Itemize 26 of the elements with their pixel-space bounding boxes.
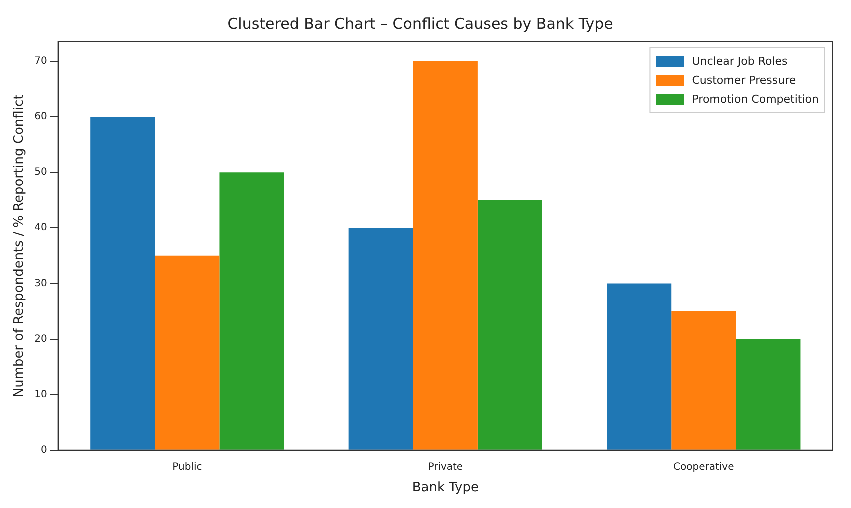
y-tick-label: 20 [34,334,48,345]
bar [736,339,801,450]
y-tick-label: 10 [34,389,48,400]
y-tick-label: 70 [34,56,48,68]
bar [90,117,156,450]
bar [220,172,284,450]
x-tick-label: Private [428,462,464,473]
y-tick-label: 30 [34,278,48,290]
y-tick-label: 50 [34,167,48,178]
legend-label: Promotion Competition [692,92,820,106]
x-tick-label: Cooperative [674,462,734,473]
x-axis-title: Bank Type [412,480,479,496]
bar [413,61,478,450]
x-tick-label: Public [172,462,202,473]
bar [155,256,220,450]
bar [478,200,542,450]
bar [607,284,672,450]
y-tick-label: 40 [34,222,48,234]
y-axis-title: Number of Respondents / % Reporting Conflict [12,94,28,398]
bar [672,311,736,450]
chart-title: Clustered Bar Chart – Conflict Causes by Bank Type [228,14,614,33]
legend-label: Unclear Job Roles [692,54,788,68]
y-tick-label: 0 [40,444,48,456]
legend-label: Customer Pressure [692,74,796,87]
y-tick-label: 60 [34,112,48,123]
bar [348,228,414,450]
